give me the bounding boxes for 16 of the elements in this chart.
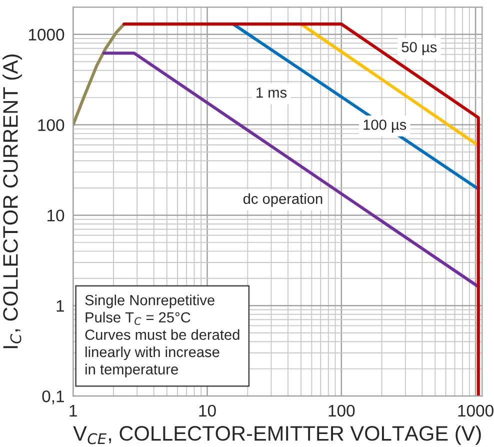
y-tick-label: 1 (56, 300, 64, 312)
y-axis-title: I$_{C}$, COLLECTOR CURRENT (A) (2, 54, 22, 348)
y-tick-label: 0,1 (42, 390, 64, 404)
annotation: 1 ms (256, 88, 287, 98)
annotation: 50 µs (402, 42, 437, 56)
y-tick-label: 1000 (28, 28, 64, 41)
annotation: dc operation (243, 193, 322, 207)
x-tick-label: 10 (199, 404, 216, 417)
x-tick-label: 1 (70, 404, 77, 416)
y-tick-label: 100 (38, 119, 64, 131)
annotation: Single Nonrepetitive Pulse T$_{C}$ = 25°C Curves must be derated linearly with increase in temperature (85, 294, 240, 378)
annotation: 100 µs (364, 120, 406, 133)
y-tick-label: 10 (48, 210, 64, 222)
x-axis-title: V$_{CE}$, COLLECTOR-EMITTER VOLTAGE (V) (73, 425, 481, 445)
x-tick-label: 100 (328, 404, 355, 417)
x-tick-label: 1000 (458, 404, 494, 417)
